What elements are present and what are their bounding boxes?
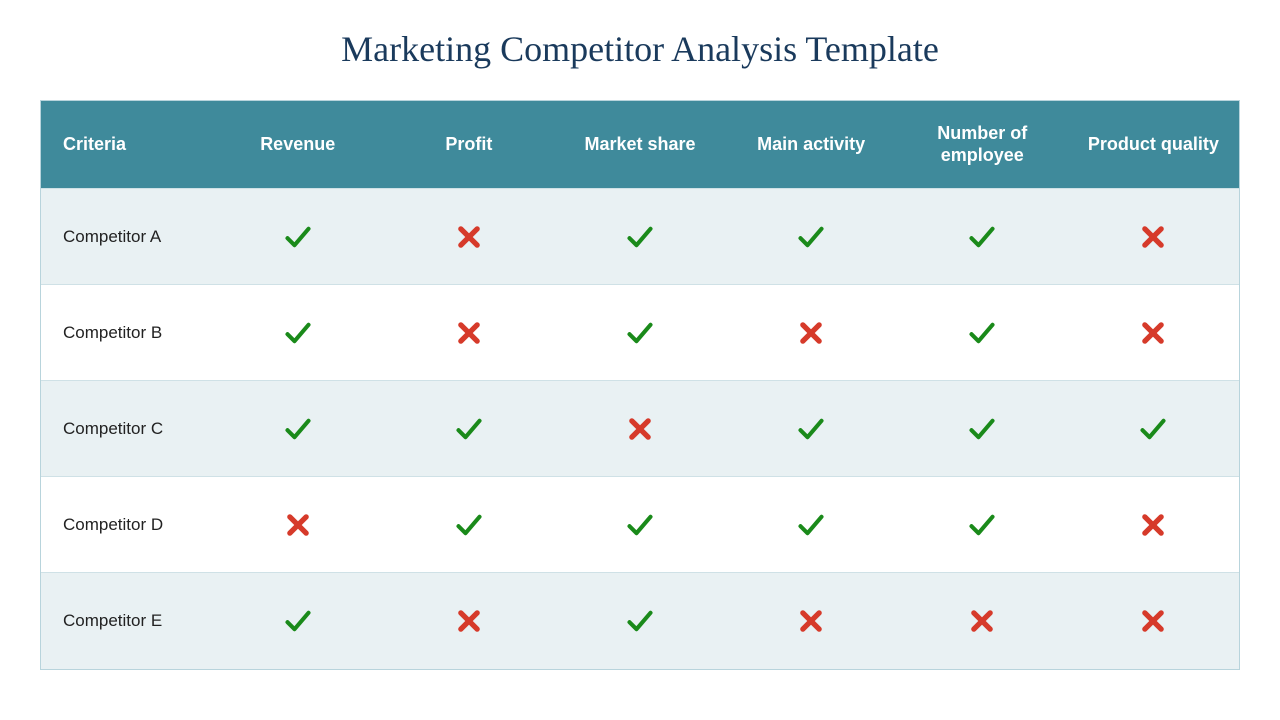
competitor-table-container: Criteria Revenue Profit Market share Mai…: [40, 100, 1240, 670]
cross-icon: [1139, 511, 1167, 539]
cross-icon: [284, 511, 312, 539]
check-icon: [284, 415, 312, 443]
cross-icon: [797, 607, 825, 635]
cross-icon: [1139, 319, 1167, 347]
cross-icon: [968, 607, 996, 635]
row-label: Competitor D: [41, 477, 212, 573]
table-row: Competitor B: [41, 285, 1239, 381]
cell-mark: [1068, 573, 1239, 669]
col-header-product-quality: Product quality: [1068, 101, 1239, 189]
cell-mark: [726, 285, 897, 381]
col-header-profit: Profit: [383, 101, 554, 189]
cell-mark: [212, 189, 383, 285]
cell-mark: [1068, 381, 1239, 477]
cell-mark: [212, 573, 383, 669]
row-label: Competitor E: [41, 573, 212, 669]
cell-mark: [554, 477, 725, 573]
cross-icon: [455, 319, 483, 347]
cell-mark: [212, 285, 383, 381]
check-icon: [797, 223, 825, 251]
check-icon: [626, 319, 654, 347]
cell-mark: [726, 189, 897, 285]
check-icon: [455, 415, 483, 443]
cross-icon: [626, 415, 654, 443]
cell-mark: [1068, 477, 1239, 573]
cell-mark: [1068, 189, 1239, 285]
cell-mark: [383, 381, 554, 477]
competitor-table: Criteria Revenue Profit Market share Mai…: [41, 101, 1239, 669]
cell-mark: [726, 381, 897, 477]
cross-icon: [1139, 223, 1167, 251]
col-header-revenue: Revenue: [212, 101, 383, 189]
cell-mark: [897, 381, 1068, 477]
table-row: Competitor D: [41, 477, 1239, 573]
table-row: Competitor A: [41, 189, 1239, 285]
cell-mark: [726, 573, 897, 669]
check-icon: [968, 223, 996, 251]
check-icon: [1139, 415, 1167, 443]
check-icon: [797, 415, 825, 443]
cell-mark: [897, 285, 1068, 381]
cell-mark: [1068, 285, 1239, 381]
cell-mark: [383, 573, 554, 669]
cell-mark: [383, 285, 554, 381]
row-label: Competitor B: [41, 285, 212, 381]
col-header-num-employee: Number of employee: [897, 101, 1068, 189]
check-icon: [626, 511, 654, 539]
check-icon: [968, 511, 996, 539]
cross-icon: [1139, 607, 1167, 635]
col-header-main-activity: Main activity: [726, 101, 897, 189]
cell-mark: [897, 573, 1068, 669]
col-header-criteria: Criteria: [41, 101, 212, 189]
page-title: Marketing Competitor Analysis Template: [0, 0, 1280, 100]
cell-mark: [383, 477, 554, 573]
cross-icon: [455, 607, 483, 635]
check-icon: [626, 223, 654, 251]
check-icon: [455, 511, 483, 539]
cell-mark: [554, 573, 725, 669]
cross-icon: [455, 223, 483, 251]
col-header-market-share: Market share: [554, 101, 725, 189]
cell-mark: [212, 381, 383, 477]
cell-mark: [897, 477, 1068, 573]
check-icon: [968, 415, 996, 443]
check-icon: [284, 223, 312, 251]
table-row: Competitor E: [41, 573, 1239, 669]
check-icon: [797, 511, 825, 539]
row-label: Competitor C: [41, 381, 212, 477]
table-row: Competitor C: [41, 381, 1239, 477]
row-label: Competitor A: [41, 189, 212, 285]
cell-mark: [212, 477, 383, 573]
cell-mark: [383, 189, 554, 285]
cell-mark: [554, 381, 725, 477]
table-body: Competitor ACompetitor BCompetitor CComp…: [41, 189, 1239, 669]
check-icon: [968, 319, 996, 347]
cross-icon: [797, 319, 825, 347]
cell-mark: [897, 189, 1068, 285]
check-icon: [284, 607, 312, 635]
table-header-row: Criteria Revenue Profit Market share Mai…: [41, 101, 1239, 189]
check-icon: [626, 607, 654, 635]
cell-mark: [554, 189, 725, 285]
cell-mark: [554, 285, 725, 381]
check-icon: [284, 319, 312, 347]
cell-mark: [726, 477, 897, 573]
